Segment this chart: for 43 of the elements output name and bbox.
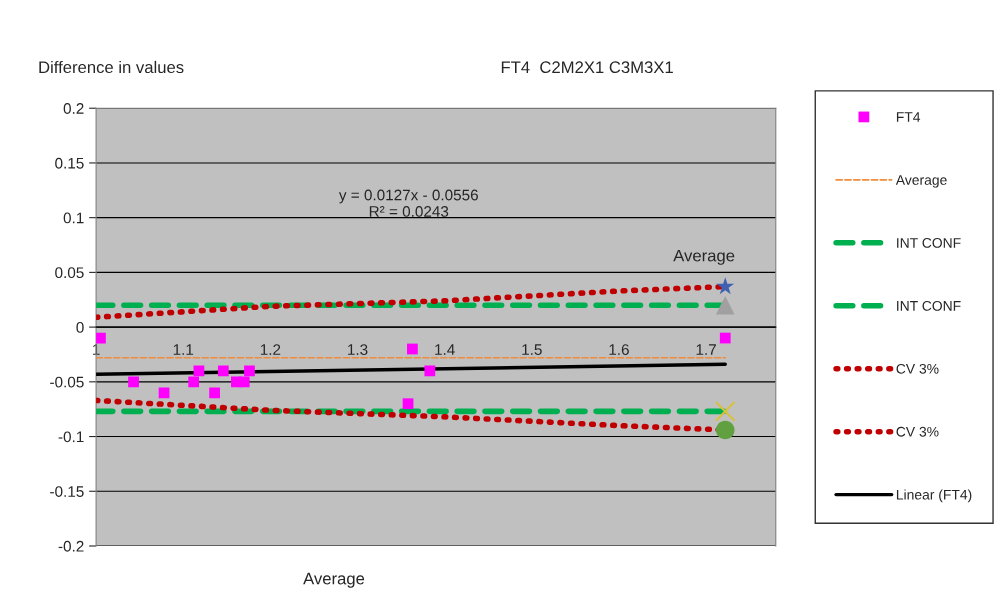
legend-label: FT4 — [896, 112, 921, 122]
y-tick-label: -0.05 — [50, 376, 84, 388]
y-tick-label: -0.2 — [58, 540, 84, 552]
point — [715, 420, 735, 440]
legend-label: INT CONF — [897, 300, 961, 311]
point — [407, 343, 418, 355]
x-tick-label: 1.2 — [260, 344, 281, 355]
x-tick-label: 1.7 — [696, 344, 716, 355]
point — [402, 398, 414, 410]
y-tick-label: 0.2 — [63, 103, 84, 114]
legend-label: Linear (FT4) — [896, 489, 972, 503]
point — [244, 365, 255, 377]
x-tick-label: 1.5 — [522, 344, 542, 355]
point — [424, 365, 436, 377]
y-axis-title: Difference in values — [39, 60, 184, 74]
point — [158, 387, 170, 399]
legend-label: INT CONF — [897, 237, 961, 248]
y-tick-label: 0 — [76, 321, 84, 333]
y-tick-label: 0.15 — [55, 157, 84, 169]
y-tick-label: -0.15 — [50, 486, 84, 497]
point — [128, 376, 139, 388]
x-tick-label: 1.6 — [609, 344, 629, 355]
x-tick-label: 1.1 — [173, 344, 194, 355]
y-tick-label: -0.1 — [58, 431, 84, 443]
legend-label: CV 3% — [896, 426, 939, 437]
point — [188, 376, 200, 388]
annotation: y = 0.0127x - 0.0556 R² = 0.0243 — [338, 189, 478, 217]
legend-label: Average — [895, 175, 947, 188]
point — [716, 277, 735, 295]
legend-label: CV 3% — [896, 363, 939, 374]
point — [715, 295, 735, 315]
point — [719, 332, 731, 344]
x-tick-label: 1.3 — [348, 344, 368, 355]
point — [217, 365, 229, 377]
chart-title: FT4 C2M2X1 C3M3X1 — [501, 61, 673, 74]
y-tick-label: 0.05 — [55, 267, 84, 279]
x-axis-title: Average — [303, 572, 365, 588]
x-tick-label: 1.4 — [435, 344, 455, 355]
y-tick-label: 0.1 — [63, 212, 84, 224]
point — [209, 387, 220, 399]
point — [238, 376, 250, 388]
point — [714, 401, 736, 422]
annotation: Average — [673, 249, 735, 265]
